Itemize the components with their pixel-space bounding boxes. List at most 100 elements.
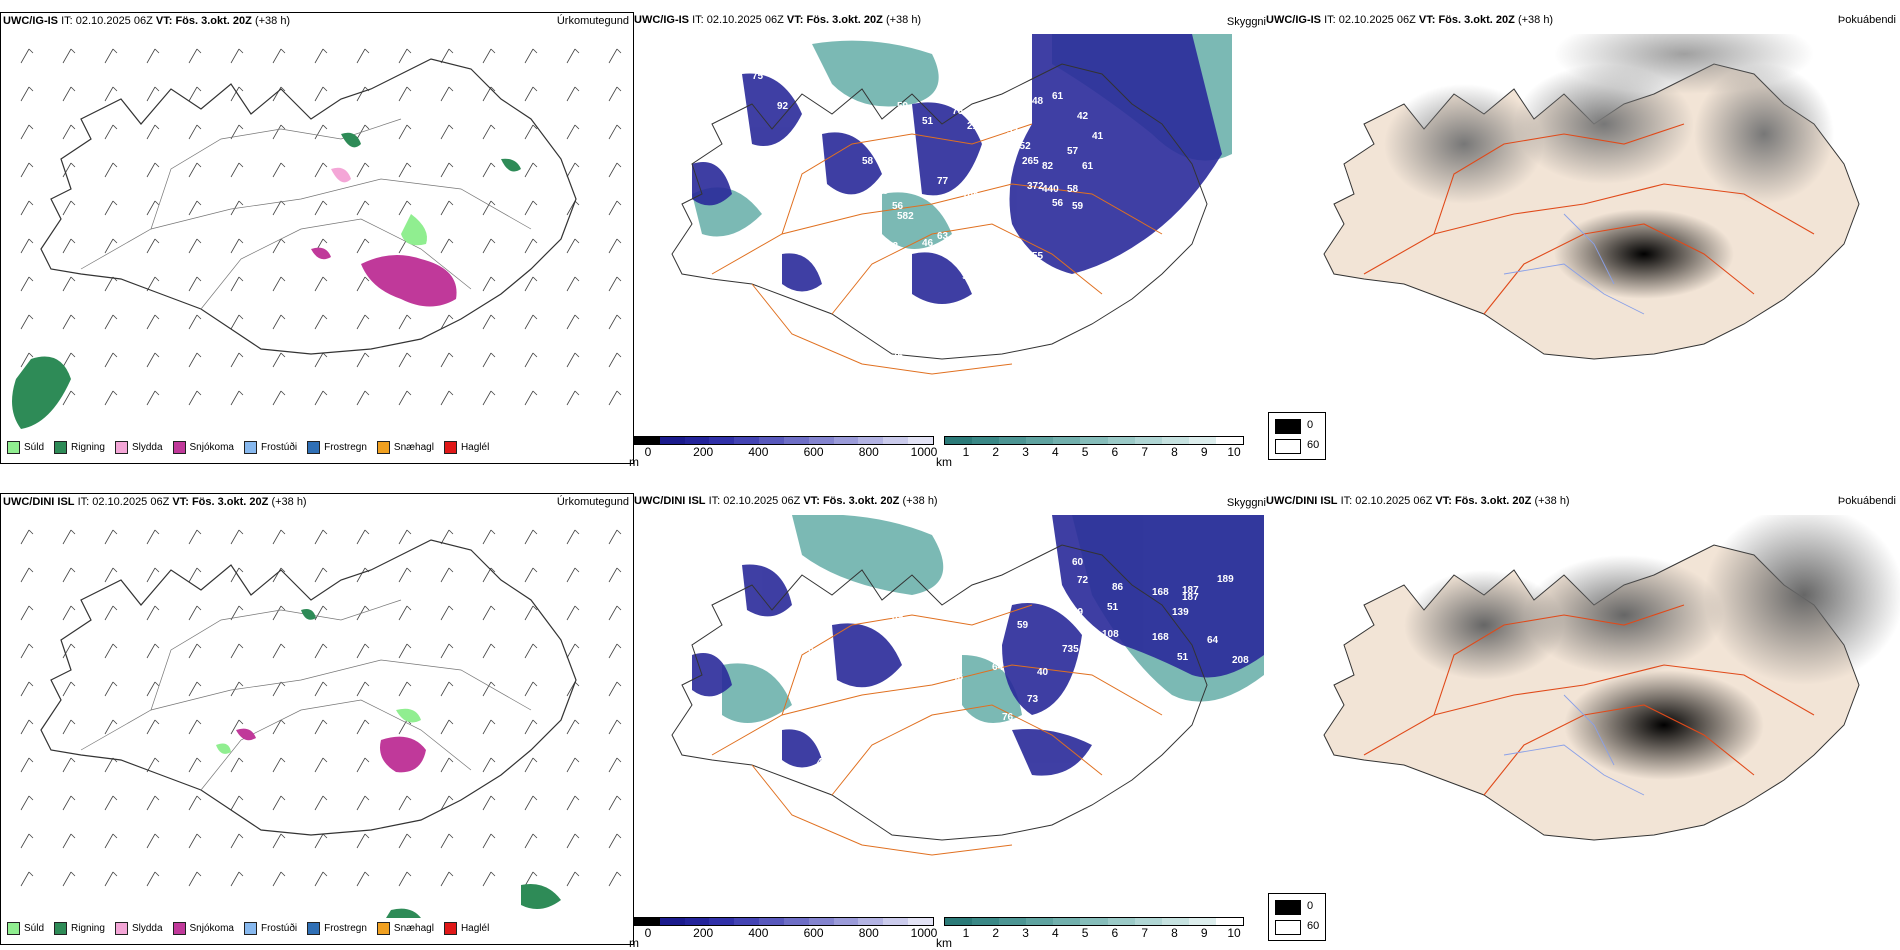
wind-barb bbox=[272, 529, 286, 545]
wind-barb bbox=[482, 567, 496, 583]
panel-header: UWC/IG-IS IT: 02.10.2025 06Z VT: Fös. 3.… bbox=[3, 15, 291, 27]
wind-barb bbox=[272, 352, 286, 368]
wind-barb bbox=[272, 162, 286, 178]
ceiling-scale: 0 200 400 600 800 1000 m bbox=[629, 917, 937, 950]
wind-barb bbox=[314, 757, 328, 773]
wind-barb bbox=[398, 681, 412, 697]
panel-header: UWC/IG-IS IT: 02.10.2025 06Z VT: Fös. 3.… bbox=[1266, 14, 1554, 26]
wind-barb bbox=[566, 276, 580, 292]
cloud-base-label: 57 bbox=[982, 196, 994, 207]
wind-barb bbox=[482, 124, 496, 140]
wind-barb bbox=[188, 529, 202, 545]
wind-barb bbox=[230, 314, 244, 330]
cloud-base-label: 59 bbox=[902, 705, 914, 716]
wind-barb bbox=[314, 871, 328, 887]
wind-barb bbox=[146, 871, 160, 887]
cloud-base-label: 75 bbox=[752, 71, 764, 82]
wind-barb bbox=[524, 352, 538, 368]
wind-barb bbox=[356, 795, 370, 811]
wind-barb bbox=[62, 719, 76, 735]
wind-barb bbox=[566, 643, 580, 659]
cloud-base-label: 83 bbox=[1037, 557, 1049, 568]
scale-tick-label: 9 bbox=[1200, 445, 1208, 459]
wind-barb bbox=[608, 681, 622, 697]
wind-barb bbox=[356, 200, 370, 216]
wind-barb bbox=[62, 643, 76, 659]
legend-swatch bbox=[376, 922, 390, 935]
ceiling-panel-top: UWC/IG-IS IT: 02.10.2025 06Z VT: Fös. 3.… bbox=[629, 12, 1266, 469]
scale-bar bbox=[944, 917, 1244, 926]
cloud-base-label: 112 bbox=[1097, 762, 1114, 773]
wind-barb bbox=[524, 757, 538, 773]
wind-barb bbox=[62, 124, 76, 140]
wind-barb bbox=[356, 314, 370, 330]
wind-barb bbox=[356, 48, 370, 64]
wind-barb bbox=[566, 352, 580, 368]
legend-label: Súld bbox=[24, 442, 45, 453]
wind-barb bbox=[62, 86, 76, 102]
wind-barb bbox=[314, 48, 328, 64]
scale-unit: km bbox=[936, 936, 952, 950]
wind-barb bbox=[272, 833, 286, 849]
wind-barb bbox=[272, 681, 286, 697]
wind-barb bbox=[20, 643, 34, 659]
wind-barb bbox=[20, 352, 34, 368]
wind-barb bbox=[104, 314, 118, 330]
wind-barb bbox=[566, 567, 580, 583]
wind-barb bbox=[272, 124, 286, 140]
panel-type-label: Skyggni bbox=[1226, 497, 1266, 509]
wind-barb bbox=[524, 86, 538, 102]
wind-barb bbox=[314, 390, 328, 406]
wind-barb bbox=[608, 162, 622, 178]
legend-label: Frostregn bbox=[324, 923, 367, 934]
scale-tick-label: 8 bbox=[1171, 445, 1178, 459]
roads bbox=[711, 123, 1163, 375]
cloud-base-label: 51 bbox=[1177, 652, 1189, 663]
wind-barb bbox=[104, 833, 118, 849]
scale-tick-label: 6 bbox=[1111, 926, 1119, 940]
wind-barb bbox=[524, 238, 538, 254]
wind-barb bbox=[524, 200, 538, 216]
wind-barb bbox=[356, 238, 370, 254]
scale-tick-label: 400 bbox=[748, 445, 769, 459]
wind-barb bbox=[230, 757, 244, 773]
cloud-base-label: 62 bbox=[887, 241, 899, 252]
iceland-coastline bbox=[40, 58, 577, 355]
wind-barb bbox=[20, 162, 34, 178]
cloud-base-label: 89 bbox=[892, 612, 904, 623]
wind-barb bbox=[398, 352, 412, 368]
scale-tick-label: 8 bbox=[1171, 926, 1178, 940]
legend-swatch bbox=[7, 922, 20, 935]
wind-barb bbox=[440, 681, 454, 697]
scale-tick-label: 4 bbox=[1051, 926, 1059, 940]
wind-barb bbox=[20, 124, 34, 140]
legend-label: Snæhagl bbox=[393, 923, 434, 934]
wind-barb bbox=[356, 681, 370, 697]
wind-barb bbox=[440, 314, 454, 330]
legend-label: Slydda bbox=[131, 442, 163, 453]
wind-barb bbox=[356, 567, 370, 583]
wind-barb bbox=[146, 48, 160, 64]
wind-barb bbox=[146, 643, 160, 659]
cloud-base-label: 72 bbox=[972, 211, 984, 222]
cloud-base-label: 168 bbox=[1152, 632, 1169, 643]
wind-barb bbox=[20, 719, 34, 735]
cloud-base-label: 113 bbox=[812, 657, 829, 668]
wind-barb bbox=[398, 390, 412, 406]
wind-barb bbox=[482, 833, 496, 849]
scale-tick-label: 10 bbox=[1227, 926, 1241, 940]
panel-header: UWC/DINI ISL IT: 02.10.2025 06Z VT: Fös.… bbox=[634, 495, 938, 507]
wind-barb bbox=[314, 124, 328, 140]
wind-barb bbox=[272, 200, 286, 216]
cloud-base-label: 46 bbox=[952, 672, 964, 683]
fog-map bbox=[1264, 34, 1900, 434]
wind-barb bbox=[524, 833, 538, 849]
wind-barb bbox=[440, 833, 454, 849]
wind-barb bbox=[230, 833, 244, 849]
wind-barb bbox=[230, 529, 244, 545]
scale-tick-label: 5 bbox=[1081, 926, 1089, 940]
scale-bar bbox=[634, 917, 934, 926]
wind-barb bbox=[398, 124, 412, 140]
wind-barb bbox=[482, 757, 496, 773]
wind-barb bbox=[566, 833, 580, 849]
